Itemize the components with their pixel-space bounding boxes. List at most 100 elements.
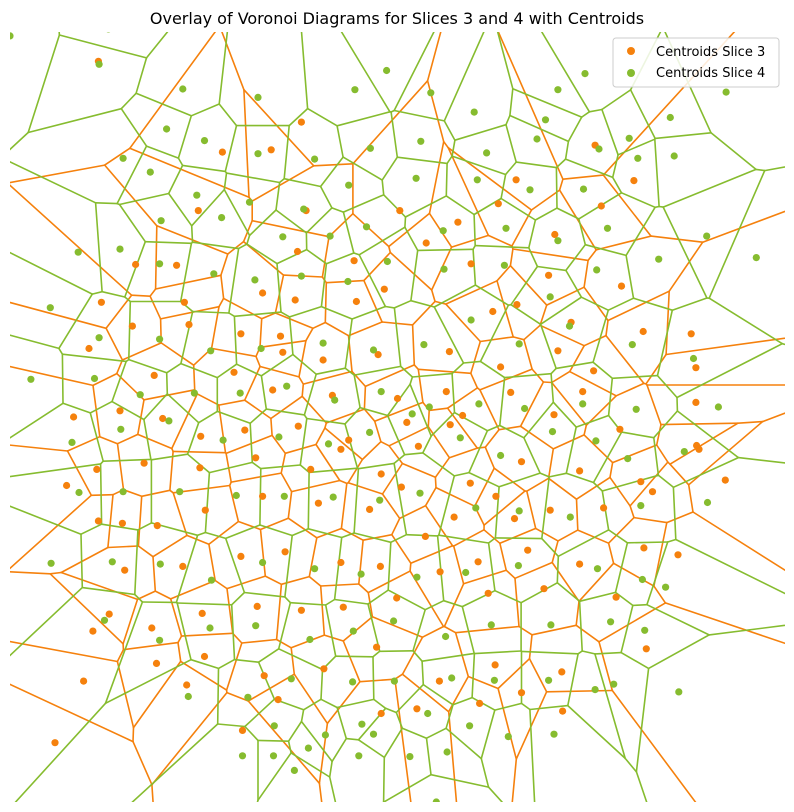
voronoi-edge <box>524 325 540 339</box>
centroid-point-slice-4 <box>633 406 640 413</box>
centroid-point-slice-3 <box>467 480 474 487</box>
voronoi-edge <box>455 125 506 141</box>
voronoi-edge <box>50 573 61 574</box>
voronoi-edge <box>655 139 659 206</box>
voronoi-edge <box>288 492 291 519</box>
voronoi-edge <box>121 109 146 146</box>
voronoi-edge <box>576 625 599 642</box>
centroid-point-slice-4 <box>157 561 164 568</box>
voronoi-edge <box>142 490 170 496</box>
centroid-point-slice-4 <box>305 745 312 752</box>
voronoi-edge <box>474 651 521 654</box>
voronoi-edge <box>566 473 593 482</box>
centroid-point-slice-3 <box>443 388 450 395</box>
centroid-point-slice-4 <box>218 214 225 221</box>
voronoi-edge <box>230 486 239 522</box>
centroid-point-slice-3 <box>148 624 155 631</box>
voronoi-edge <box>501 175 506 199</box>
voronoi-edge <box>481 759 488 788</box>
voronoi-edge <box>532 190 560 210</box>
voronoi-edge <box>337 112 390 126</box>
voronoi-edge <box>464 361 481 363</box>
centroid-point-slice-3 <box>98 299 105 306</box>
centroid-point-slice-4 <box>345 182 352 189</box>
voronoi-edge <box>585 245 626 256</box>
centroid-point-slice-4 <box>156 336 163 343</box>
voronoi-edge <box>500 528 536 543</box>
voronoi-edge <box>0 588 82 712</box>
voronoi-edge <box>306 328 313 340</box>
voronoi-edge <box>452 374 454 413</box>
voronoi-edge <box>552 563 579 602</box>
centroid-point-slice-4 <box>117 426 124 433</box>
voronoi-edge <box>513 89 582 117</box>
centroid-point-slice-4 <box>547 293 554 300</box>
voronoi-edge <box>521 583 557 603</box>
voronoi-edge <box>411 546 453 563</box>
voronoi-edge <box>227 576 265 589</box>
voronoi-edge <box>506 116 510 125</box>
centroid-point-slice-3 <box>649 488 656 495</box>
voronoi-edge <box>389 446 402 464</box>
voronoi-edge <box>418 369 423 402</box>
voronoi-edge <box>354 253 359 255</box>
centroid-point-slice-3 <box>513 301 520 308</box>
centroid-point-slice-3 <box>637 478 644 485</box>
voronoi-edge <box>385 307 394 308</box>
voronoi-edge <box>229 313 235 316</box>
centroid-point-slice-4 <box>440 227 447 234</box>
voronoi-edge <box>621 605 633 652</box>
voronoi-edge <box>266 409 304 415</box>
centroid-point-slice-4 <box>350 628 357 635</box>
chart-title: Overlay of Voronoi Diagrams for Slices 3… <box>150 9 644 28</box>
voronoi-edge <box>446 163 447 196</box>
voronoi-edge <box>169 165 183 193</box>
centroid-point-slice-4 <box>550 731 557 738</box>
centroid-point-slice-3 <box>393 594 400 601</box>
voronoi-edge <box>516 162 556 168</box>
centroid-point-slice-3 <box>337 559 344 566</box>
voronoi-edge <box>405 217 406 227</box>
centroid-point-slice-4 <box>594 565 601 572</box>
voronoi-edge <box>431 775 489 787</box>
voronoi-edge <box>388 542 391 590</box>
voronoi-edge <box>360 679 395 682</box>
voronoi-edge <box>568 117 581 141</box>
centroid-point-slice-4 <box>413 175 420 182</box>
centroid-point-slice-4 <box>201 137 208 144</box>
centroid-point-slice-3 <box>576 561 583 568</box>
voronoi-edge <box>245 727 258 741</box>
voronoi-edge <box>549 478 577 499</box>
voronoi-edge <box>563 175 604 179</box>
centroid-point-slice-3 <box>237 553 244 560</box>
voronoi-edge <box>382 322 413 325</box>
voronoi-edge <box>446 304 481 341</box>
voronoi-edge <box>153 535 187 556</box>
centroid-point-slice-3 <box>692 364 699 371</box>
voronoi-edge <box>394 455 405 464</box>
voronoi-edge <box>405 453 423 455</box>
legend-marker-slice-3 <box>627 47 635 55</box>
centroid-point-slice-4 <box>281 493 288 500</box>
voronoi-edge <box>472 698 495 711</box>
voronoi-edge <box>0 222 92 294</box>
voronoi-edge <box>134 661 181 727</box>
centroid-point-slice-3 <box>282 548 289 555</box>
voronoi-edge <box>123 643 178 650</box>
voronoi-edge <box>423 627 444 638</box>
centroid-point-slice-4 <box>629 341 636 348</box>
voronoi-edge <box>602 110 618 155</box>
voronoi-edge <box>219 660 235 669</box>
centroid-point-slice-3 <box>513 176 520 183</box>
voronoi-edge <box>566 270 582 297</box>
voronoi-edge <box>152 785 157 812</box>
centroid-point-slice-4 <box>424 710 431 717</box>
voronoi-edge <box>634 298 673 310</box>
centroid-point-slice-4 <box>349 678 356 685</box>
voronoi-edge <box>418 249 473 250</box>
centroid-point-slice-3 <box>70 413 77 420</box>
voronoi-edge <box>560 179 563 190</box>
centroid-point-slice-4 <box>592 437 599 444</box>
centroid-point-slice-3 <box>202 507 209 514</box>
centroid-point-slice-4 <box>331 397 338 404</box>
